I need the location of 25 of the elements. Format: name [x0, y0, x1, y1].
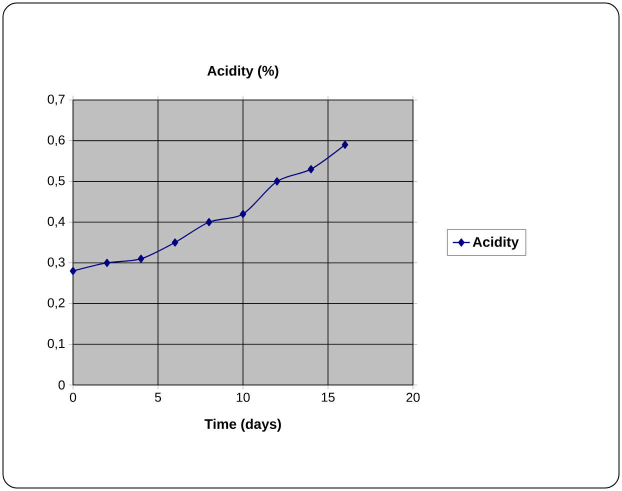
x-tick-label: 0 [70, 392, 76, 402]
y-tick-label: 0,3 [48, 257, 65, 268]
y-tick-label: 0,4 [48, 216, 65, 228]
y-tick-label: 0,5 [48, 176, 65, 187]
point [70, 266, 76, 276]
x-tick-label: 10 [236, 392, 250, 402]
y-tick-label: 0,2 [48, 298, 65, 309]
point [240, 210, 246, 218]
y-tick-label: 0,1 [48, 338, 65, 350]
y-tick-label: 0 [58, 380, 65, 390]
x-tick-label: 15 [322, 392, 335, 402]
point [274, 177, 280, 186]
point [104, 258, 110, 267]
point [172, 238, 178, 247]
point [138, 254, 144, 263]
point [342, 140, 348, 149]
point [308, 165, 314, 174]
point [206, 218, 212, 226]
y-tick-label: 0,6 [48, 135, 65, 146]
chart-title: Acidity (%) [207, 65, 278, 78]
x-tick-label: 5 [154, 392, 162, 402]
legend-label: Acidity [472, 236, 519, 250]
x-tick-label: 20 [406, 392, 420, 402]
x-axis-title: Time (days) [204, 418, 281, 432]
y-tick-label: 0,7 [48, 94, 65, 106]
